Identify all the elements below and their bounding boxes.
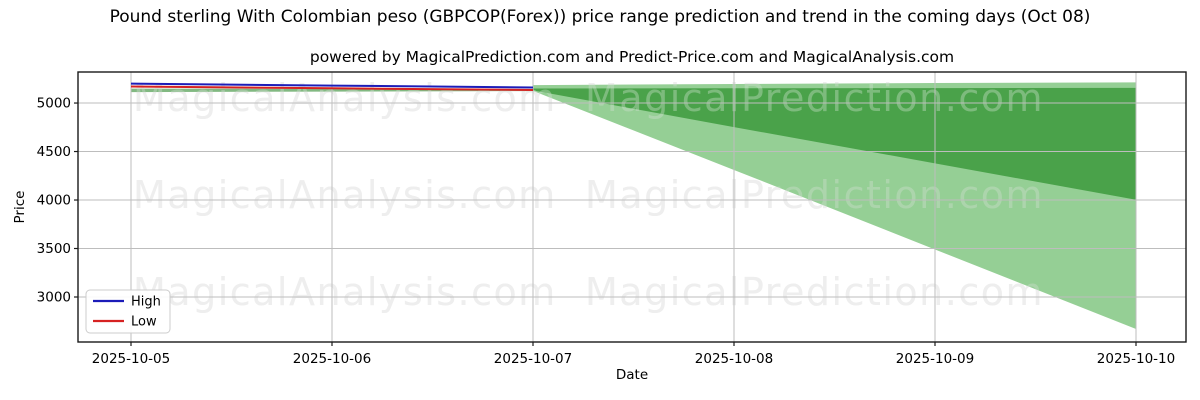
legend-label-low: Low bbox=[131, 315, 157, 330]
svg-text:2025-10-10: 2025-10-10 bbox=[1097, 351, 1175, 367]
svg-text:MagicalAnalysis.com: MagicalAnalysis.com bbox=[133, 173, 557, 217]
x-tick-labels: 2025-10-05 2025-10-06 2025-10-07 2025-10-08… bbox=[92, 342, 1175, 367]
gridlines bbox=[78, 72, 1186, 342]
y-axis-label: Price bbox=[12, 191, 28, 224]
svg-text:2025-10-07: 2025-10-07 bbox=[494, 351, 572, 367]
legend-item-high: High bbox=[93, 295, 161, 310]
svg-text:MagicalAnalysis.com: MagicalAnalysis.com bbox=[133, 173, 557, 217]
svg-text:2025-10-08: 2025-10-08 bbox=[695, 351, 773, 367]
svg-text:MagicalPrediction.com: MagicalPrediction.com bbox=[585, 270, 1044, 314]
series-line-low bbox=[130, 85, 534, 91]
chart-title: Pound sterling With Colombian peso (GBPC… bbox=[109, 7, 1091, 27]
svg-text:MagicalPrediction.com: MagicalPrediction.com bbox=[585, 76, 1044, 120]
x-axis-label: Date bbox=[616, 367, 648, 383]
svg-text:4000: 4000 bbox=[37, 193, 71, 209]
svg-text:MagicalAnalysis.com: MagicalAnalysis.com bbox=[133, 76, 557, 120]
svg-text:MagicalPrediction.com: MagicalPrediction.com bbox=[585, 270, 1044, 314]
plot-frame bbox=[77, 71, 1187, 343]
legend-label-high: High bbox=[131, 295, 161, 310]
svg-text:5000: 5000 bbox=[37, 96, 71, 112]
svg-text:MagicalAnalysis.com: MagicalAnalysis.com bbox=[133, 270, 557, 314]
svg-text:3000: 3000 bbox=[37, 290, 71, 306]
svg-text:2025-10-09: 2025-10-09 bbox=[896, 351, 974, 367]
prediction-bands bbox=[131, 82, 1136, 330]
svg-text:2025-10-05: 2025-10-05 bbox=[92, 351, 170, 367]
svg-text:3500: 3500 bbox=[37, 241, 71, 257]
svg-text:2025-10-06: 2025-10-06 bbox=[293, 351, 371, 367]
svg-text:MagicalAnalysis.com: MagicalAnalysis.com bbox=[133, 270, 557, 314]
chart-subtitle: powered by MagicalPrediction.com and Pre… bbox=[309, 48, 955, 66]
svg-text:MagicalAnalysis.com: MagicalAnalysis.com bbox=[133, 76, 557, 120]
legend-item-low: Low bbox=[93, 315, 157, 330]
series-line-high bbox=[130, 82, 534, 89]
svg-text:4500: 4500 bbox=[37, 144, 71, 160]
watermark-over-layer: MagicalAnalysis.com MagicalPrediction.com… bbox=[133, 76, 1044, 314]
y-tick-labels: 3000 3500 4000 4500 5000 bbox=[37, 96, 78, 306]
legend: High Low bbox=[85, 289, 171, 334]
band-forecast-inner-range bbox=[533, 87, 1136, 200]
svg-text:MagicalPrediction.com: MagicalPrediction.com bbox=[585, 173, 1044, 217]
